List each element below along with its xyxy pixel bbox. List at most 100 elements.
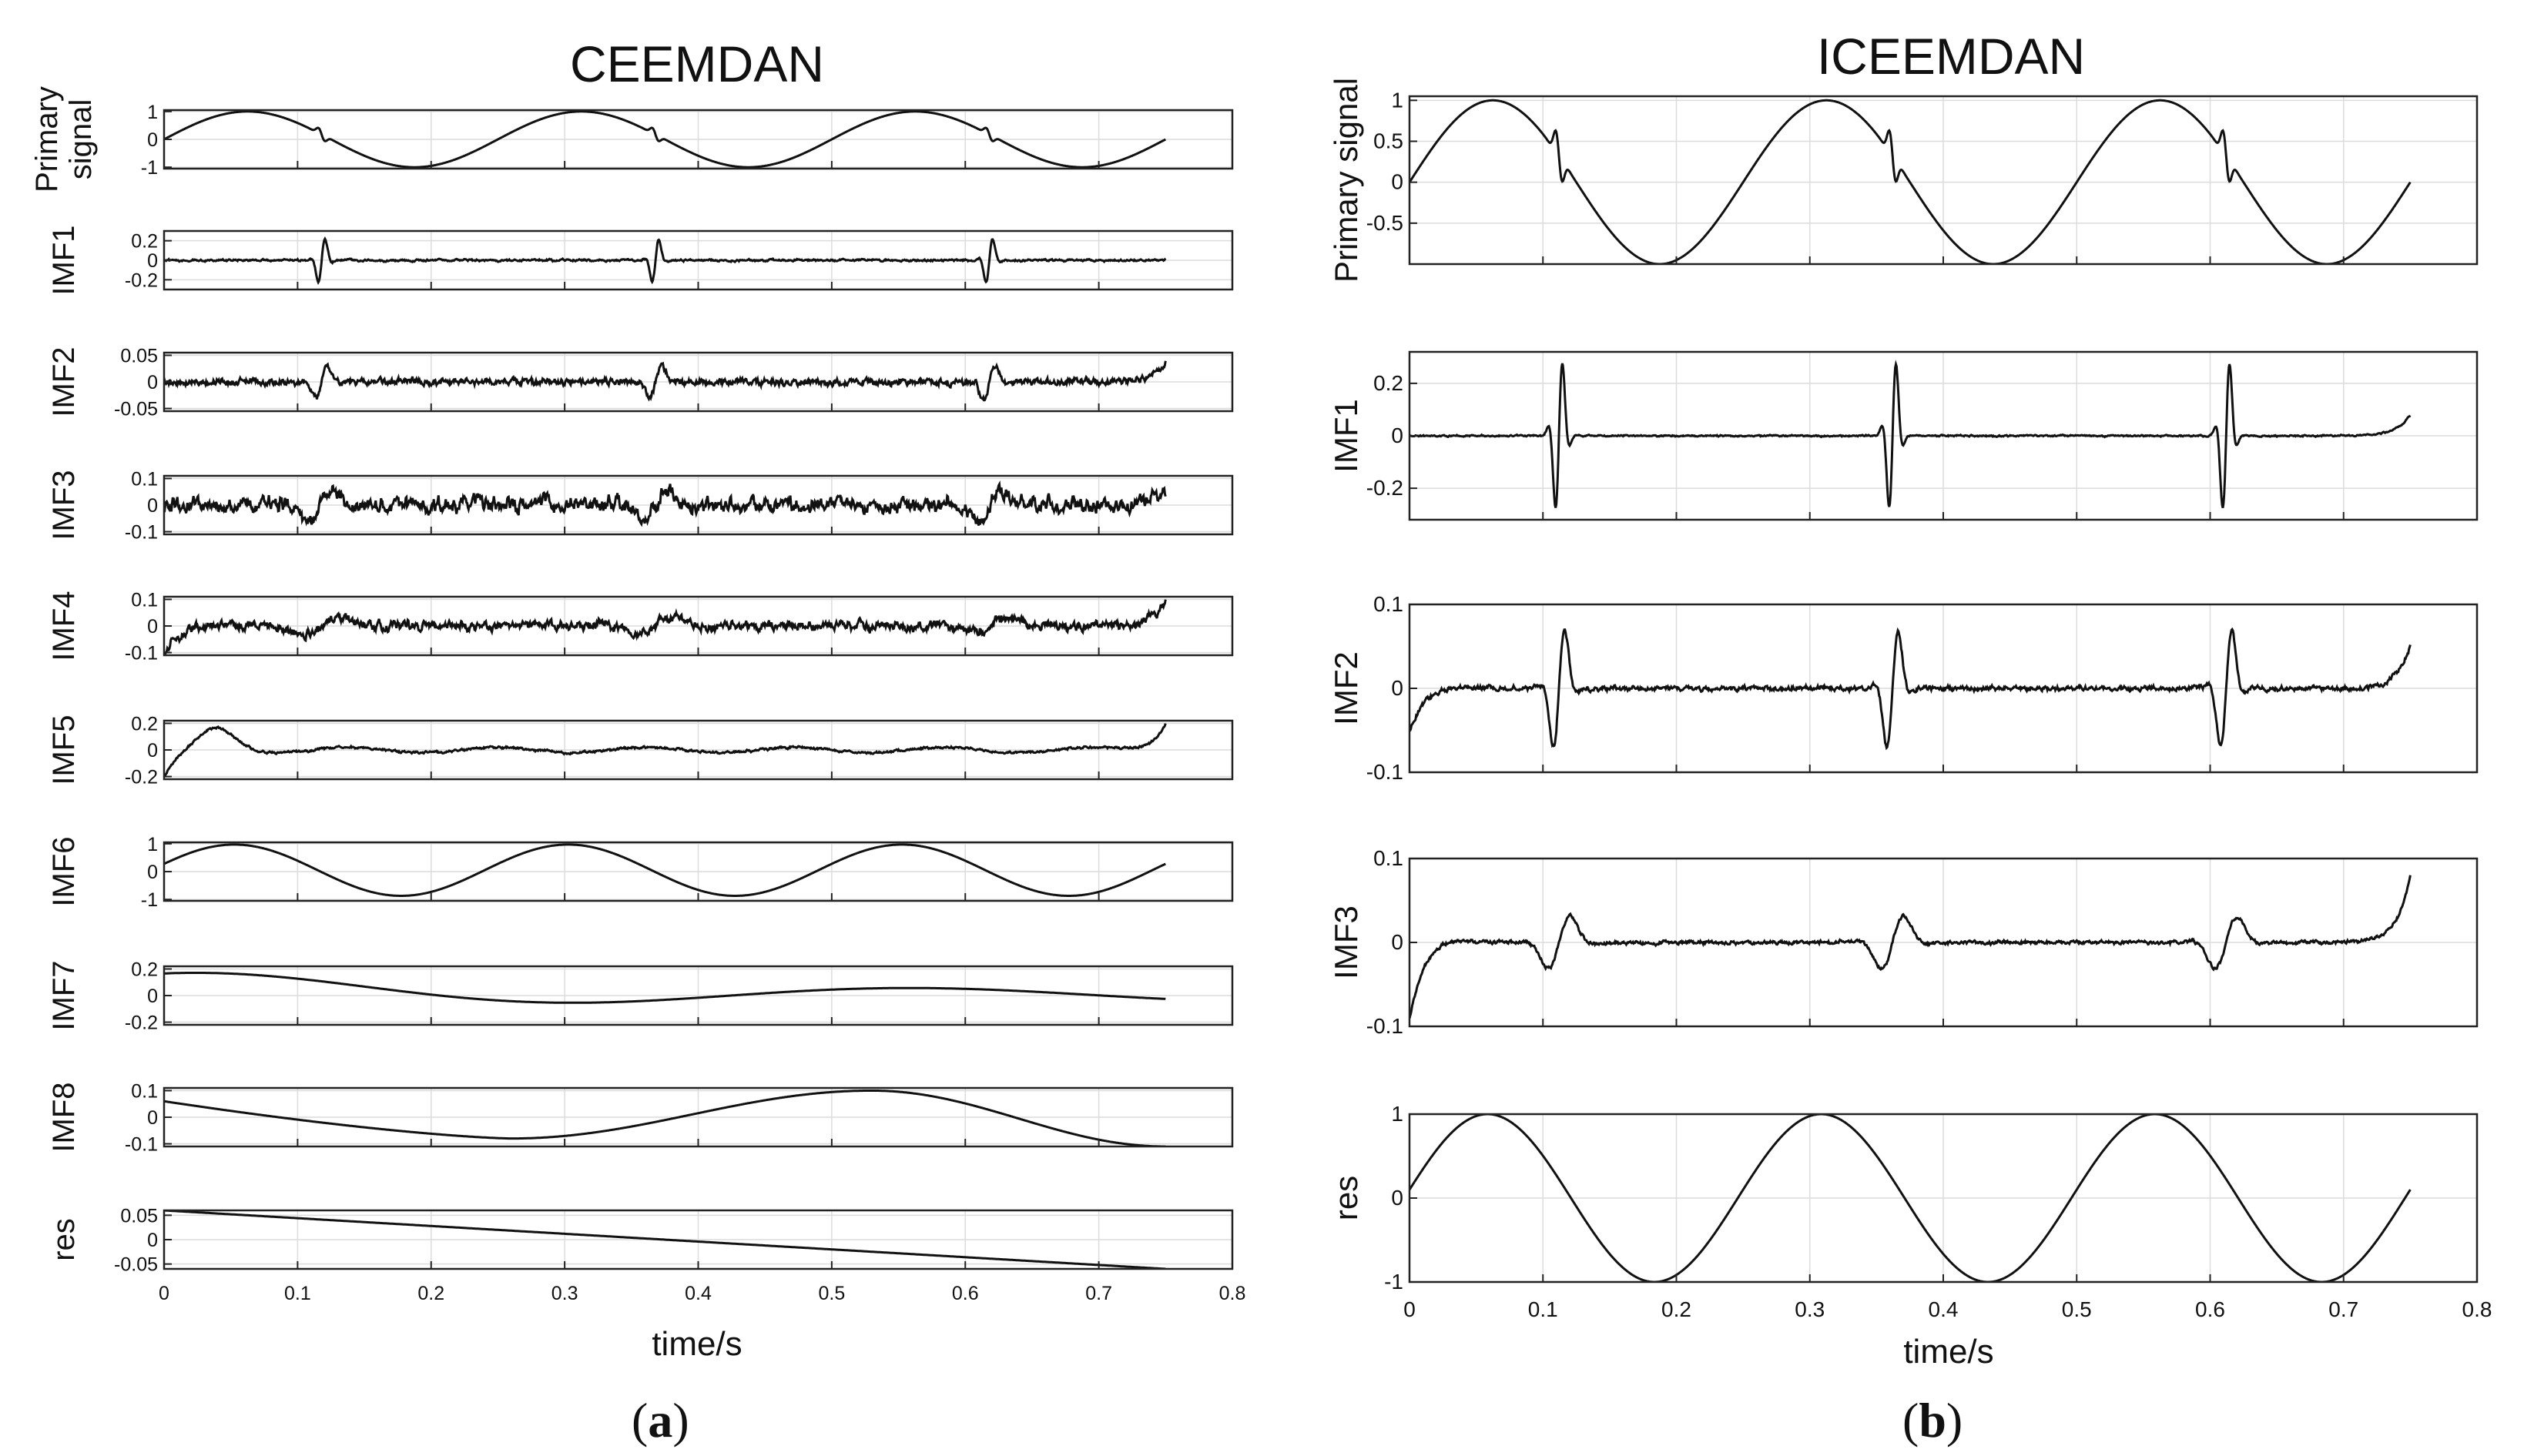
subplot-8: -0.1 0 0.1 IMF8 (47, 1080, 1234, 1156)
y-tick-label: 0 (147, 986, 158, 1007)
y-axis-label-line: IMF2 (47, 346, 81, 417)
y-axis-label-line: IMF2 (1328, 651, 1364, 725)
y-axis-label-line: signal (64, 99, 98, 180)
subplot-7: -0.2 0 0.2 IMF7 (47, 959, 1234, 1034)
series-line (164, 972, 1166, 1004)
subplot-5: -0.2 0 0.2 IMF5 (47, 713, 1234, 788)
y-axis-label: IMF2 (47, 346, 81, 417)
caption-close: ) (672, 1393, 689, 1448)
subplot-1: -0.200.2 IMF1 (47, 225, 1234, 296)
y-tick-label: 0.1 (1373, 592, 1403, 616)
x-tick-label: 0.7 (2328, 1297, 2358, 1321)
panel-caption: (b) (1902, 1393, 1963, 1448)
subplot-4: -1 0 1 res (1328, 1102, 2479, 1294)
chart-title: CEEMDAN (570, 35, 824, 92)
x-axis-label: time/s (652, 1325, 742, 1363)
y-tick-label: 1 (1391, 88, 1403, 112)
x-tick-label: 0.5 (2062, 1297, 2092, 1321)
y-tick-label: -0.2 (125, 1013, 158, 1034)
y-tick-label: -0.2 (125, 767, 158, 788)
series-line (164, 599, 1167, 655)
x-tick-label: 0.3 (1795, 1297, 1825, 1321)
x-tick-label: 0.6 (2195, 1297, 2225, 1321)
x-tick-label: 0.2 (417, 1283, 444, 1304)
y-tick-label: 0.1 (131, 589, 158, 611)
y-tick-label: -0.1 (125, 522, 158, 544)
subplot-2: -0.05 0 0.05 IMF2 (47, 345, 1234, 420)
y-axis-label-line: IMF4 (47, 591, 81, 661)
y-tick-label: -1 (141, 157, 158, 179)
subplot-9: -0.05 0 0.05 res (47, 1205, 1234, 1276)
x-tick-label: 0.4 (685, 1283, 712, 1304)
y-tick-label: 0 (147, 740, 158, 761)
subplot-3: -0.1 0 0.1 IMF3 (1328, 846, 2479, 1038)
caption-open: ( (632, 1393, 648, 1448)
y-axis-label: res (47, 1218, 81, 1261)
x-tick-label: 0.5 (818, 1283, 845, 1304)
y-axis-label-line: IMF1 (1328, 399, 1364, 473)
subplot-2: -0.1 0 0.1 IMF2 (1328, 592, 2479, 784)
y-tick-label: -0.1 (1366, 760, 1403, 784)
y-tick-label: 0 (147, 495, 158, 517)
y-tick-label: 0.2 (131, 959, 158, 980)
y-tick-label: 1 (147, 102, 158, 123)
y-tick-label: 0.05 (120, 1205, 158, 1227)
y-tick-label: 1 (147, 834, 158, 855)
series-line (1409, 627, 2412, 751)
y-tick-label: 0.05 (120, 345, 158, 367)
x-tick-label: 0 (159, 1283, 169, 1304)
y-tick-label: 0 (1391, 170, 1403, 194)
y-tick-label: 0 (1391, 423, 1403, 447)
y-tick-label: 0 (147, 372, 158, 393)
y-tick-label: 0 (147, 862, 158, 883)
y-axis-label-line: IMF3 (47, 470, 81, 540)
x-tick-label: 0.7 (1085, 1283, 1112, 1304)
y-tick-label: 0.2 (131, 713, 158, 735)
y-axis-label-line: res (47, 1218, 81, 1261)
y-tick-label: -0.1 (1366, 1014, 1403, 1038)
y-tick-label: -0.1 (125, 1134, 158, 1156)
x-tick-label: 0.8 (2462, 1297, 2492, 1321)
y-tick-label: 0 (147, 1230, 158, 1251)
x-tick-label: 0.8 (1219, 1283, 1246, 1304)
y-tick-label: -1 (1384, 1270, 1403, 1294)
series-line (164, 1089, 1166, 1146)
y-tick-label: 0 (147, 616, 158, 638)
x-tick-label: 0.1 (1528, 1297, 1558, 1321)
y-tick-label: -0.2 (125, 269, 158, 291)
y-axis-label: IMF2 (1328, 651, 1364, 725)
caption-letter: b (1919, 1393, 1946, 1448)
y-axis-label: IMF1 (47, 225, 81, 295)
y-axis-label: IMF5 (47, 715, 81, 785)
caption-letter: a (648, 1393, 672, 1448)
y-tick-label: 0.1 (1373, 846, 1403, 870)
series-line (164, 236, 1167, 286)
y-tick-label: 1 (1391, 1102, 1403, 1126)
subplot-0: -0.5 0 0.5 1 Primary signal (1328, 78, 2479, 283)
subplot-3: -0.1 0 0.1 IMF3 (47, 468, 1234, 544)
y-axis-label-line: Primary signal (1328, 78, 1364, 283)
series-line (1409, 360, 2412, 508)
x-tick-label: 0.3 (551, 1283, 578, 1304)
y-tick-label: 0 (147, 129, 158, 151)
subplot-6: -1 0 1 IMF6 (47, 834, 1234, 911)
subplot-4: -0.1 0 0.1 IMF4 (47, 589, 1234, 664)
y-axis-label: res (1328, 1176, 1364, 1220)
y-axis-label-line: IMF3 (1328, 905, 1364, 979)
panel-caption: (a) (632, 1393, 689, 1448)
y-tick-label: 0.1 (131, 468, 158, 490)
y-tick-label: -0.1 (125, 643, 158, 664)
y-axis-label: IMF3 (1328, 905, 1364, 979)
y-tick-label: -0.05 (114, 399, 158, 420)
x-tick-label: 0 (1403, 1297, 1416, 1321)
y-tick-label: 0 (147, 250, 158, 272)
y-tick-label: -0.2 (1366, 476, 1403, 500)
series-line (164, 110, 1167, 169)
y-axis-label-line: IMF8 (47, 1082, 81, 1152)
y-axis-label-line: IMF1 (47, 225, 81, 295)
y-axis-label: IMF6 (47, 836, 81, 906)
caption-close: ) (1946, 1393, 1963, 1448)
y-tick-label: -0.5 (1366, 211, 1403, 235)
y-axis-label: IMF8 (47, 1082, 81, 1152)
y-tick-label: 0.2 (1373, 371, 1403, 395)
